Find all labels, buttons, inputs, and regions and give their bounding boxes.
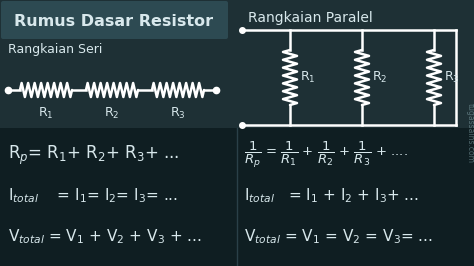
Bar (0, 128, 237, 266)
Text: R$_1$: R$_1$ (38, 106, 54, 121)
Text: R$_p$= R$_1$+ R$_2$+ R$_3$+ ...: R$_p$= R$_1$+ R$_2$+ R$_3$+ ... (8, 143, 180, 167)
Text: I$_{total}$   = I$_1$ + I$_2$ + I$_3$+ ...: I$_{total}$ = I$_1$ + I$_2$ + I$_3$+ ... (244, 187, 419, 205)
Text: Rumus Dasar Resistor: Rumus Dasar Resistor (14, 14, 214, 28)
Text: R$_3$: R$_3$ (444, 70, 460, 85)
Text: R$_3$: R$_3$ (170, 106, 186, 121)
Text: R$_1$: R$_1$ (300, 70, 316, 85)
Text: Rangkaian Paralel: Rangkaian Paralel (248, 11, 373, 25)
Text: V$_{total}$ = V$_1$ + V$_2$ + V$_3$ + ...: V$_{total}$ = V$_1$ + V$_2$ + V$_3$ + ..… (8, 228, 202, 246)
FancyBboxPatch shape (1, 1, 228, 39)
Text: R$_2$: R$_2$ (104, 106, 120, 121)
Text: V$_{total}$ = V$_1$ = V$_2$ = V$_3$= ...: V$_{total}$ = V$_1$ = V$_2$ = V$_3$= ... (244, 228, 433, 246)
Text: I$_{total}$    = I$_1$= I$_2$= I$_3$= ...: I$_{total}$ = I$_1$= I$_2$= I$_3$= ... (8, 187, 178, 205)
Text: Rangkaian Seri: Rangkaian Seri (8, 44, 102, 56)
Text: R$_2$: R$_2$ (372, 70, 387, 85)
Bar (237, 128, 474, 266)
Text: $\dfrac{1}{R_p}$ = $\dfrac{1}{R_1}$ + $\dfrac{1}{R_2}$ + $\dfrac{1}{R_3}$ + ....: $\dfrac{1}{R_p}$ = $\dfrac{1}{R_1}$ + $\… (244, 140, 408, 170)
Text: tugassains.com: tugassains.com (465, 103, 474, 163)
